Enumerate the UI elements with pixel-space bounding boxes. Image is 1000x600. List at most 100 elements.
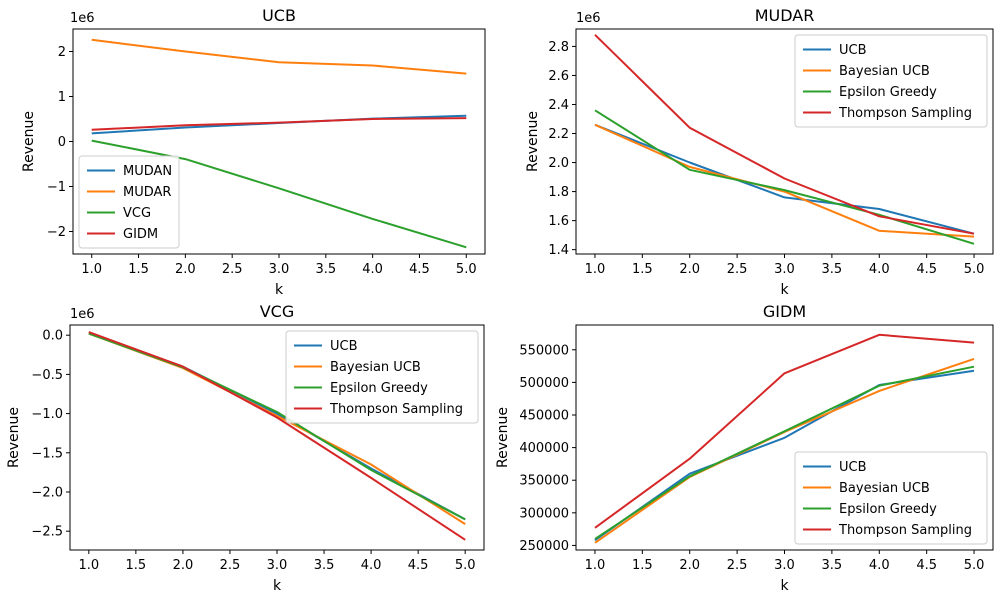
y-axis-label: Revenue: [6, 407, 22, 468]
subplot-4: GIDM 1.0 1.5 2.0 2.5 3.0 3.5 4.0 4.5 5.0 250000 300…: [495, 302, 994, 594]
y-tick-label: 2.0: [548, 156, 569, 171]
x-tick-label: 4.0: [869, 262, 890, 277]
x-tick-label: 2.5: [727, 558, 748, 573]
legend-label: Bayesian UCB: [330, 360, 421, 375]
x-tick-label: 2.5: [222, 262, 243, 277]
x-tick-label: 4.5: [409, 262, 430, 277]
legend-label: MUDAR: [123, 185, 171, 200]
x-axis-label: k: [780, 578, 789, 594]
legend: UCB Bayesian UCB Epsilon Greedy Thompson Sa…: [794, 451, 988, 545]
x-tick-label: 2.0: [175, 262, 196, 277]
x-tick-label: 1.0: [81, 262, 102, 277]
y-tick-label: −2.5: [31, 525, 63, 540]
x-tick-label: 4.5: [916, 558, 937, 573]
x-tick-label: 3.5: [314, 558, 335, 573]
y-tick-label: 0: [58, 135, 66, 150]
y-tick-label: 1: [58, 90, 66, 105]
x-tick-label: 3.0: [774, 558, 795, 573]
x-tick-label: 4.0: [362, 262, 383, 277]
y-tick-label: −2.0: [31, 485, 63, 500]
y-tick-label: 2.2: [548, 127, 569, 142]
legend-label: Epsilon Greedy: [330, 381, 428, 396]
legend-label: Epsilon Greedy: [839, 502, 937, 517]
y-tick-label: 1.8: [548, 185, 569, 200]
series-line-epsilon-greedy: [594, 365, 975, 540]
y-tick-label: 1.4: [548, 243, 569, 258]
legend-label: Thompson Sampling: [838, 106, 972, 121]
y-tick-label: 500000: [519, 376, 569, 391]
x-tick-label: 4.0: [869, 558, 890, 573]
legend-label: UCB: [839, 43, 867, 58]
y-tick-label: 2: [58, 45, 66, 60]
x-axis-label: k: [780, 282, 789, 298]
chart-title: UCB: [262, 6, 296, 25]
x-tick-label: 5.0: [964, 262, 985, 277]
series-line-gidm: [91, 117, 467, 131]
legend-label: UCB: [330, 339, 358, 354]
x-axis-label: k: [273, 578, 282, 594]
y-tick-label: −2: [47, 225, 66, 240]
y-axis-label: Revenue: [525, 111, 541, 172]
legend-label: GIDM: [123, 227, 158, 242]
chart-title: MUDAR: [755, 6, 815, 25]
series-line-epsilon-greedy: [594, 109, 975, 245]
x-tick-label: 3.5: [315, 262, 336, 277]
y-tick-label: 2.6: [548, 69, 569, 84]
legend: UCB Bayesian UCB Epsilon Greedy Thompson Sa…: [285, 330, 479, 424]
series-line-mudar: [91, 38, 467, 75]
legend-label: Bayesian UCB: [839, 64, 930, 79]
subplot-1: UCB 1.0 1.5 2.0 2.5 3.0 3.5 4.0 4.5 5.0 −2 −1 0 1 2 k Re…: [21, 6, 486, 298]
legend-label: Epsilon Greedy: [839, 85, 937, 100]
legend-label: Thompson Sampling: [329, 402, 463, 417]
y-offset-label: 1e6: [576, 11, 601, 26]
x-tick-label: 5.0: [456, 262, 477, 277]
chart-title: GIDM: [763, 302, 806, 321]
y-axis-label: Revenue: [495, 407, 511, 468]
x-tick-label: 3.5: [822, 558, 843, 573]
series-line-thompson-sampling: [594, 333, 975, 529]
series-line-vcg: [91, 139, 467, 249]
x-tick-label: 2.0: [173, 558, 194, 573]
y-tick-label: 2.4: [548, 98, 569, 113]
legend: UCB Bayesian UCB Epsilon Greedy Thompson Sa…: [794, 34, 988, 128]
legend-label: UCB: [839, 460, 867, 475]
x-tick-label: 3.0: [774, 262, 795, 277]
legend-label: Bayesian UCB: [839, 481, 930, 496]
x-tick-label: 4.5: [408, 558, 429, 573]
x-tick-label: 5.0: [964, 558, 985, 573]
y-tick-label: 450000: [519, 409, 569, 424]
x-tick-label: 3.0: [269, 262, 290, 277]
x-tick-label: 2.0: [679, 262, 700, 277]
legend-box: [78, 155, 180, 249]
x-tick-label: 3.5: [822, 262, 843, 277]
legend-label: MUDAN: [123, 164, 172, 179]
x-tick-label: 4.0: [361, 558, 382, 573]
series-line-thompson-sampling: [88, 331, 466, 541]
y-tick-label: −1: [47, 180, 66, 195]
x-tick-label: 2.5: [220, 558, 241, 573]
subplot-3: VCG 1.0 1.5 2.0 2.5 3.0 3.5 4.0 4.5 5.0 −2.5 −2.0 −1…: [6, 302, 485, 594]
y-tick-label: 0.0: [42, 329, 63, 344]
legend: MUDAN MUDAR VCG GIDM: [78, 155, 180, 249]
y-tick-label: 400000: [519, 441, 569, 456]
x-tick-label: 1.0: [585, 558, 606, 573]
y-offset-label: 1e6: [70, 307, 95, 322]
legend-box: [794, 34, 988, 128]
legend-box: [285, 330, 479, 424]
y-tick-label: 250000: [519, 539, 569, 554]
y-offset-label: 1e6: [70, 11, 95, 26]
subplot-2: MUDAR 1.0 1.5 2.0 2.5 3.0 3.5 4.0 4.5 5.0 1.4 1.6 1.…: [525, 6, 994, 298]
x-tick-label: 1.5: [126, 558, 147, 573]
y-tick-label: 2.8: [548, 40, 569, 55]
x-tick-label: 1.5: [128, 262, 149, 277]
x-tick-label: 2.0: [679, 558, 700, 573]
legend-label: Thompson Sampling: [838, 523, 972, 538]
y-tick-label: 1.6: [548, 214, 569, 229]
x-tick-label: 1.5: [632, 558, 653, 573]
chart-title: VCG: [260, 302, 295, 321]
x-tick-label: 1.0: [78, 558, 99, 573]
y-tick-label: −1.0: [31, 407, 63, 422]
legend-box: [794, 451, 988, 545]
x-axis-label: k: [275, 282, 284, 298]
